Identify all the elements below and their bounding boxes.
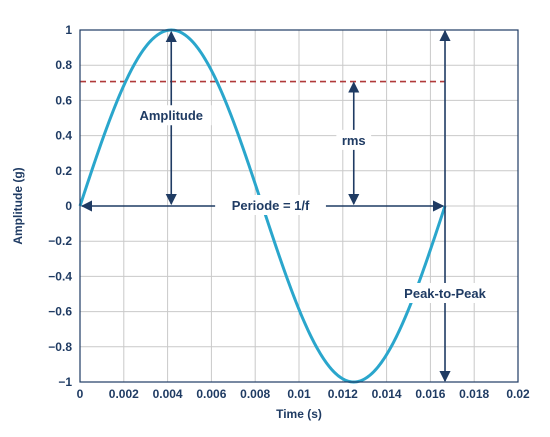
x-tick-label: 0.002 — [109, 387, 139, 401]
y-tick-label: 0.8 — [55, 58, 72, 72]
x-axis-label: Time (s) — [276, 407, 322, 421]
x-tick-label: 0.018 — [459, 387, 489, 401]
plot-frame — [79, 29, 519, 383]
y-tick-label: 0.4 — [55, 129, 72, 143]
x-tick-label: 0.01 — [287, 387, 311, 401]
x-tick-label: 0.004 — [153, 387, 183, 401]
x-tick-label: 0.02 — [506, 387, 530, 401]
x-tick-label: 0.006 — [196, 387, 226, 401]
rms-label: rms — [342, 133, 366, 148]
x-tick-label: 0.012 — [328, 387, 358, 401]
x-tick-labels: 0 0.002 0.004 0.006 0.008 0.01 0.012 0.014 0.016… — [77, 387, 530, 401]
x-tick-label: 0.014 — [372, 387, 402, 401]
annotations: Amplitude rms Periode = 1/f Peak-to-Peak — [80, 29, 497, 383]
peak-to-peak-label-background — [393, 283, 497, 303]
y-tick-label: −0.2 — [48, 234, 72, 248]
amplitude-label: Amplitude — [139, 108, 203, 123]
period-label: Periode = 1/f — [232, 198, 310, 213]
y-axis-label: Amplitude (g) — [11, 167, 25, 244]
x-tick-label: 0 — [77, 387, 84, 401]
y-tick-label: 1 — [65, 23, 72, 37]
rms-label-background — [336, 129, 372, 150]
peak-to-peak-label: Peak-to-Peak — [404, 286, 486, 301]
y-tick-label: −0.8 — [48, 340, 72, 354]
y-tick-label: 0.2 — [55, 164, 72, 178]
amplitude-label-background — [131, 105, 212, 126]
period-label-background — [215, 195, 326, 215]
y-tick-label: −0.4 — [48, 269, 72, 283]
y-tick-label: −1 — [58, 375, 72, 389]
y-tick-labels: 1 0.8 0.6 0.4 0.2 0 −0.2 −0.4 −0.6 −0.8 −1 — [48, 23, 72, 389]
x-tick-label: 0.008 — [240, 387, 270, 401]
y-tick-label: −0.6 — [48, 305, 72, 319]
y-tick-label: 0 — [65, 199, 72, 213]
y-tick-label: 0.6 — [55, 93, 72, 107]
x-tick-label: 0.016 — [415, 387, 445, 401]
